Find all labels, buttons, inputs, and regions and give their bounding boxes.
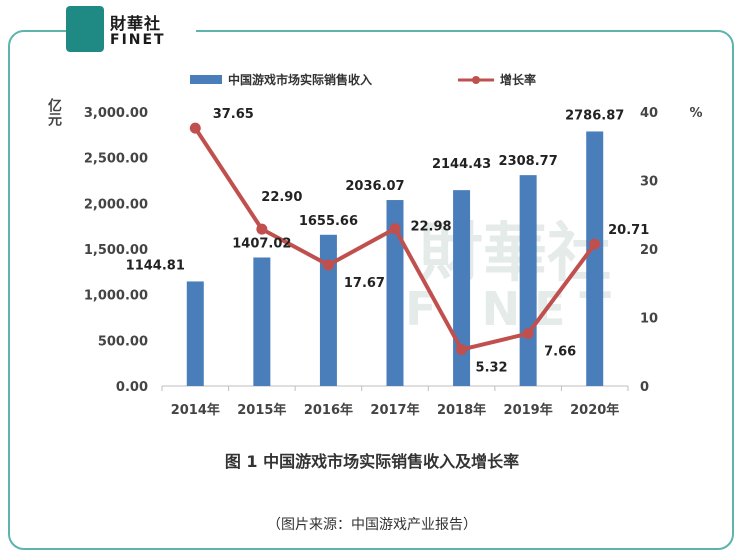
legend-label-line: 增长率 (500, 72, 536, 87)
x-tick-label: 2017年 (370, 402, 419, 418)
y-axis-title: 亿元 (46, 97, 62, 127)
y-tick-label: 500.00 (98, 334, 148, 349)
y2-tick-label: 20 (640, 243, 658, 258)
x-tick-label: 2016年 (304, 402, 353, 418)
finet-logo-mark-icon (66, 6, 104, 52)
growth-point-0 (189, 122, 201, 134)
line-data-label: 22.90 (261, 190, 302, 205)
y-tick-label: 2,500.00 (84, 152, 148, 167)
legend-label-bar: 中国游戏市场实际销售收入 (228, 72, 372, 87)
y-tick-label: 1,000.00 (84, 289, 148, 304)
x-tick-label: 2014年 (171, 402, 220, 418)
figure-source: （图片来源：中国游戏产业报告） (267, 517, 477, 533)
y-tick-label: 3,000.00 (84, 106, 148, 121)
logo-text-en: FINET (110, 32, 166, 48)
y-tick-label: 1,500.00 (84, 243, 148, 258)
y2-tick-label: 10 (640, 312, 658, 327)
bar-6 (586, 131, 604, 386)
line-data-label: 22.98 (410, 220, 451, 235)
bar-1 (253, 257, 271, 386)
bar-4 (453, 190, 471, 386)
growth-point-1 (256, 223, 268, 235)
bar-2 (319, 234, 337, 386)
growth-point-5 (522, 328, 534, 340)
growth-point-2 (322, 259, 334, 271)
line-data-label: 7.66 (544, 345, 576, 360)
line-data-label: 17.67 (344, 276, 385, 291)
bar-3 (386, 200, 404, 386)
bar-data-label: 2036.07 (345, 179, 404, 194)
y2-tick-label: 40 (640, 106, 658, 121)
legend-swatch-bar (190, 75, 222, 84)
x-tick-label: 2015年 (237, 402, 286, 418)
y2-tick-label: 30 (640, 175, 658, 190)
y2-axis-title: % (689, 106, 702, 121)
watermark-text-cn: 財華社 (419, 217, 611, 291)
bar-data-label: 1144.81 (126, 258, 185, 273)
chart-frame (8, 30, 734, 550)
line-data-label: 37.65 (213, 107, 254, 122)
growth-point-6 (589, 238, 601, 250)
bar-data-label: 2308.77 (499, 154, 558, 169)
x-tick-label: 2020年 (570, 402, 619, 418)
bar-data-label: 2144.43 (432, 157, 491, 172)
line-data-label: 5.32 (476, 361, 508, 376)
bar-data-label: 2786.87 (565, 108, 624, 123)
y-tick-label: 2,000.00 (84, 197, 148, 212)
bar-data-label: 1407.02 (232, 236, 291, 251)
figure-caption: 图 1 中国游戏市场实际销售收入及增长率 (224, 452, 520, 471)
legend-marker-line (472, 76, 480, 84)
x-tick-label: 2019年 (504, 402, 553, 418)
line-data-label: 20.71 (608, 223, 649, 238)
y-tick-label: 0.00 (116, 380, 148, 395)
logo-text-cn: 財華社 (110, 14, 162, 33)
x-tick-label: 2018年 (437, 402, 486, 418)
bar-data-label: 1655.66 (299, 214, 358, 229)
growth-point-3 (389, 223, 401, 235)
y2-tick-label: 0 (640, 380, 649, 395)
finet-logo: 財華社 FINET (66, 6, 196, 52)
bar-5 (519, 175, 537, 386)
growth-point-4 (456, 344, 468, 356)
bar-0 (186, 281, 204, 386)
